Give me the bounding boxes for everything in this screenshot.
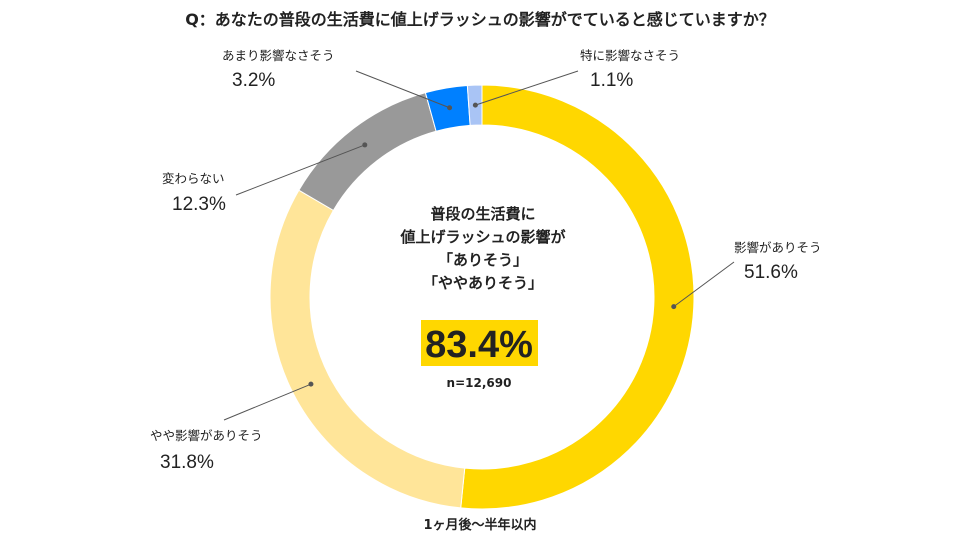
chart-title: Q：あなたの普段の生活費に値上げラッシュの影響がでていると感じていますか？ <box>185 10 775 29</box>
center-line-3: 「ありそう」 <box>438 251 528 269</box>
leader-line <box>235 144 365 196</box>
slice-value: 1.1% <box>590 70 633 91</box>
slice-value: 51.6% <box>744 262 798 283</box>
center-line-4: 「ややありそう」 <box>423 274 543 292</box>
leader-dot <box>671 304 677 310</box>
slice-label: 特に影響なさそう <box>580 48 680 63</box>
center-line-2: 値上げラッシュの影響が <box>399 228 566 246</box>
sample-size: n=12,690 <box>447 376 512 390</box>
leader-line <box>475 70 579 106</box>
leader-line <box>673 261 735 308</box>
slice-value: 3.2% <box>232 70 275 91</box>
highlight-box <box>421 320 538 366</box>
leader-dot <box>308 381 314 387</box>
slice-label: 影響がありそう <box>734 240 822 255</box>
slice-label: あまり影響なさそう <box>222 48 335 63</box>
leader-dot <box>447 105 453 111</box>
slice-label: やや影響がありそう <box>150 428 263 443</box>
highlight-value: 83.4% <box>425 324 533 366</box>
slice-value: 12.3% <box>172 194 226 215</box>
donut-slice <box>460 84 695 510</box>
leader-line <box>355 70 450 109</box>
leader-dot <box>362 142 368 148</box>
leader-dot <box>472 102 478 108</box>
donut-slice <box>298 92 437 212</box>
period-label: 1ヶ月後～半年以内 <box>423 518 537 533</box>
slice-value: 31.8% <box>160 452 214 473</box>
center-line-1: 普段の生活費に <box>430 205 535 223</box>
leader-line <box>223 383 312 421</box>
slice-label: 変わらない <box>162 171 225 186</box>
